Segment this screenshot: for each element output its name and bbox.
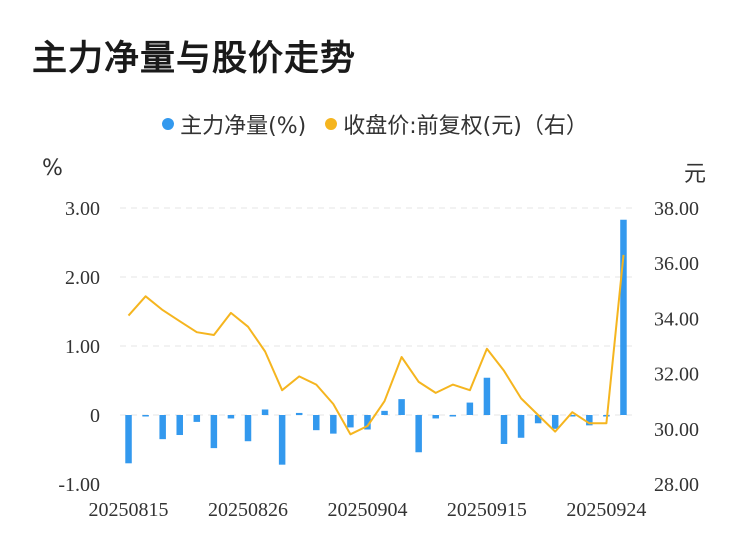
left-tick-label: 1.00 <box>65 336 100 358</box>
bar <box>125 415 132 464</box>
bar <box>364 415 371 430</box>
right-tick-label: 38.00 <box>654 198 699 220</box>
right-tick-label: 32.00 <box>654 364 699 386</box>
right-tick-label: 30.00 <box>654 419 699 441</box>
bar <box>278 415 286 465</box>
bar <box>347 415 354 428</box>
bar <box>330 415 337 434</box>
bar <box>210 415 218 449</box>
left-tick-label: -1.00 <box>58 474 100 496</box>
right-tick-label: 36.00 <box>654 253 699 275</box>
bar <box>551 415 559 429</box>
right-axis-unit: 元 <box>684 162 707 187</box>
bar <box>517 415 525 438</box>
bar <box>483 377 491 415</box>
bar <box>142 415 149 417</box>
bar <box>432 415 439 419</box>
price-line <box>127 254 625 436</box>
bar <box>586 415 593 426</box>
left-tick-label: 0 <box>90 405 100 427</box>
x-tick-label: 20250826 <box>208 499 288 521</box>
bar <box>381 410 388 415</box>
bar <box>176 415 183 436</box>
bar <box>466 402 474 415</box>
bar <box>159 415 166 440</box>
legend-item-bar[interactable]: 主力净量(%) <box>162 108 306 140</box>
x-tick-label: 20250904 <box>327 499 407 521</box>
bar <box>244 415 252 442</box>
left-axis-unit: % <box>42 156 63 181</box>
bar <box>534 415 542 424</box>
x-tick-label: 20250915 <box>447 499 527 521</box>
bar <box>295 412 303 415</box>
left-tick-label: 2.00 <box>65 267 100 289</box>
legend-line-label: 收盘价:前复权(元)（右） <box>343 114 588 139</box>
bar <box>569 415 576 417</box>
bar <box>398 399 405 415</box>
bar <box>620 219 627 415</box>
x-tick-label: 20250815 <box>89 499 169 521</box>
chart-title: 主力净量与股价走势 <box>32 39 357 79</box>
legend-line-dot-icon <box>325 118 338 130</box>
chart-legend: 主力净量(%) 收盘价:前复权(元)（右） <box>0 108 750 140</box>
bar <box>193 415 201 422</box>
bar <box>261 409 269 415</box>
bar <box>227 415 235 419</box>
bar <box>500 415 508 444</box>
legend-item-line[interactable]: 收盘价:前复权(元)（右） <box>325 108 588 140</box>
legend-bar-dot-icon <box>162 118 175 130</box>
left-tick-label: 3.00 <box>65 198 100 220</box>
legend-bar-label: 主力净量(%) <box>180 114 307 139</box>
bar <box>415 415 422 453</box>
x-tick-label: 20250924 <box>566 499 646 521</box>
right-tick-label: 34.00 <box>654 308 699 330</box>
bar <box>313 415 320 431</box>
right-tick-label: 28.00 <box>654 474 699 496</box>
bar <box>449 415 457 417</box>
